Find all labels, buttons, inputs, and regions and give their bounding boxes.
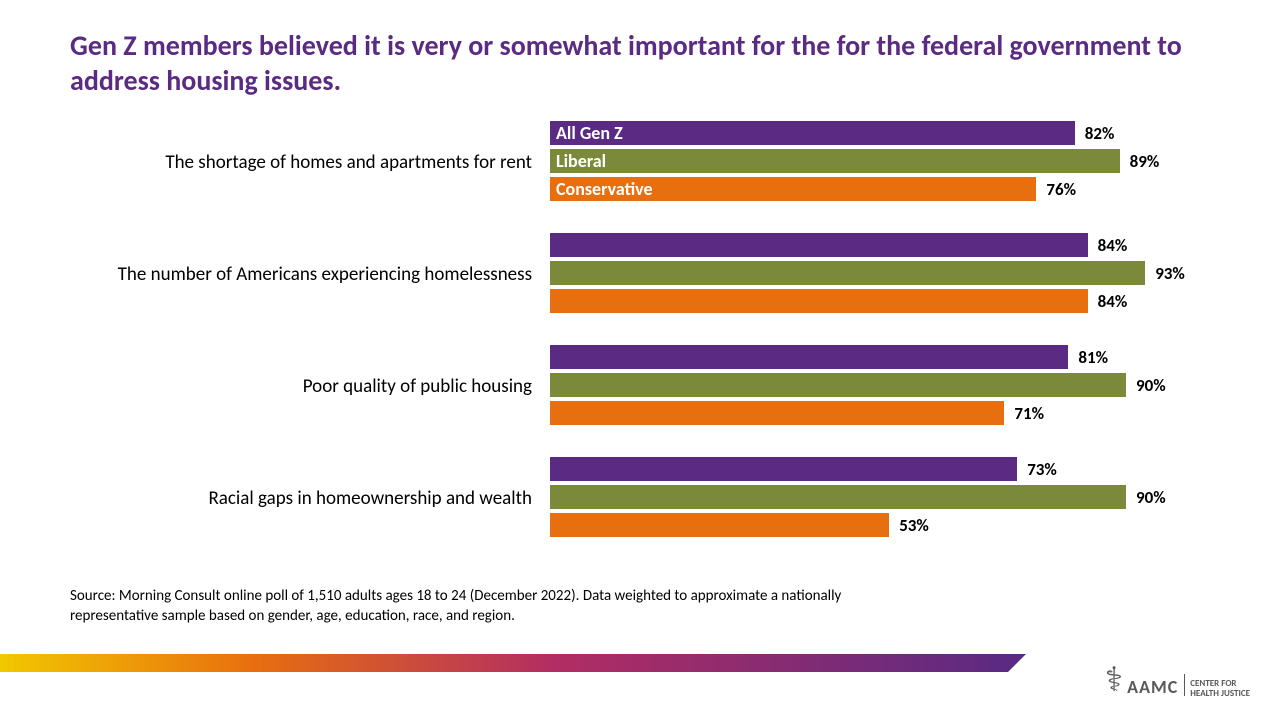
bar-row: All Gen Z 82% bbox=[550, 120, 1210, 146]
bar-row: 84% bbox=[550, 288, 1210, 314]
value-label: 89% bbox=[1130, 151, 1160, 172]
value-label: 73% bbox=[1027, 459, 1057, 480]
bar-row: Liberal 89% bbox=[550, 148, 1210, 174]
value-label: 53% bbox=[899, 515, 929, 536]
group-label: Racial gaps in homeownership and wealth bbox=[70, 487, 550, 510]
bar bbox=[550, 513, 889, 537]
chart-title: Gen Z members believed it is very or som… bbox=[70, 28, 1210, 98]
bar-group: 84% 93% 84% bbox=[550, 232, 1210, 316]
value-label: 84% bbox=[1098, 291, 1128, 312]
bar-group: 73% 90% 53% bbox=[550, 456, 1210, 540]
bar-group: All Gen Z 82% Liberal 89% Conservative 76% bbox=[550, 120, 1210, 204]
bar-row: Conservative 76% bbox=[550, 176, 1210, 202]
bar bbox=[550, 345, 1068, 369]
chart-group: The number of Americans experiencing hom… bbox=[70, 232, 1210, 316]
bar-row: 73% bbox=[550, 456, 1210, 482]
logo-subtext: CENTER FOR HEALTH JUSTICE bbox=[1190, 679, 1250, 698]
group-label: Poor quality of public housing bbox=[70, 375, 550, 398]
bar: All Gen Z bbox=[550, 121, 1075, 145]
chart-group: The shortage of homes and apartments for… bbox=[70, 120, 1210, 204]
bar bbox=[550, 401, 1004, 425]
series-label: Conservative bbox=[556, 178, 653, 200]
bar-row: 84% bbox=[550, 232, 1210, 258]
bar-row: 71% bbox=[550, 400, 1210, 426]
bar-row: 53% bbox=[550, 512, 1210, 538]
value-label: 90% bbox=[1136, 487, 1166, 508]
bar bbox=[550, 261, 1145, 285]
logo-main-text: AAMC bbox=[1127, 676, 1178, 698]
bar bbox=[550, 373, 1126, 397]
bar-group: 81% 90% 71% bbox=[550, 344, 1210, 428]
bar-row: 90% bbox=[550, 484, 1210, 510]
chart-group: Poor quality of public housing 81% 90% 71% bbox=[70, 344, 1210, 428]
value-label: 93% bbox=[1155, 263, 1185, 284]
bar-row: 81% bbox=[550, 344, 1210, 370]
bar: Liberal bbox=[550, 149, 1120, 173]
source-citation: Source: Morning Consult online poll of 1… bbox=[70, 586, 890, 627]
brand-ribbon bbox=[0, 654, 1008, 672]
value-label: 82% bbox=[1085, 123, 1115, 144]
value-label: 81% bbox=[1078, 347, 1108, 368]
logo-divider bbox=[1184, 674, 1185, 696]
series-label: Liberal bbox=[556, 150, 606, 172]
bar bbox=[550, 457, 1017, 481]
bar bbox=[550, 289, 1088, 313]
group-label: The shortage of homes and apartments for… bbox=[70, 151, 550, 174]
value-label: 84% bbox=[1098, 235, 1128, 256]
bar-row: 93% bbox=[550, 260, 1210, 286]
bar bbox=[550, 485, 1126, 509]
series-label: All Gen Z bbox=[556, 122, 623, 144]
chart-group: Racial gaps in homeownership and wealth7… bbox=[70, 456, 1210, 540]
bar bbox=[550, 233, 1088, 257]
value-label: 90% bbox=[1136, 375, 1166, 396]
group-label: The number of Americans experiencing hom… bbox=[70, 263, 550, 286]
bar-row: 90% bbox=[550, 372, 1210, 398]
bar-chart: The shortage of homes and apartments for… bbox=[70, 120, 1210, 568]
bar: Conservative bbox=[550, 177, 1036, 201]
value-label: 76% bbox=[1046, 179, 1076, 200]
aamc-logo: ⚕ AAMC CENTER FOR HEALTH JUSTICE bbox=[1105, 664, 1250, 698]
value-label: 71% bbox=[1014, 403, 1044, 424]
asclepius-icon: ⚕ bbox=[1105, 664, 1123, 698]
